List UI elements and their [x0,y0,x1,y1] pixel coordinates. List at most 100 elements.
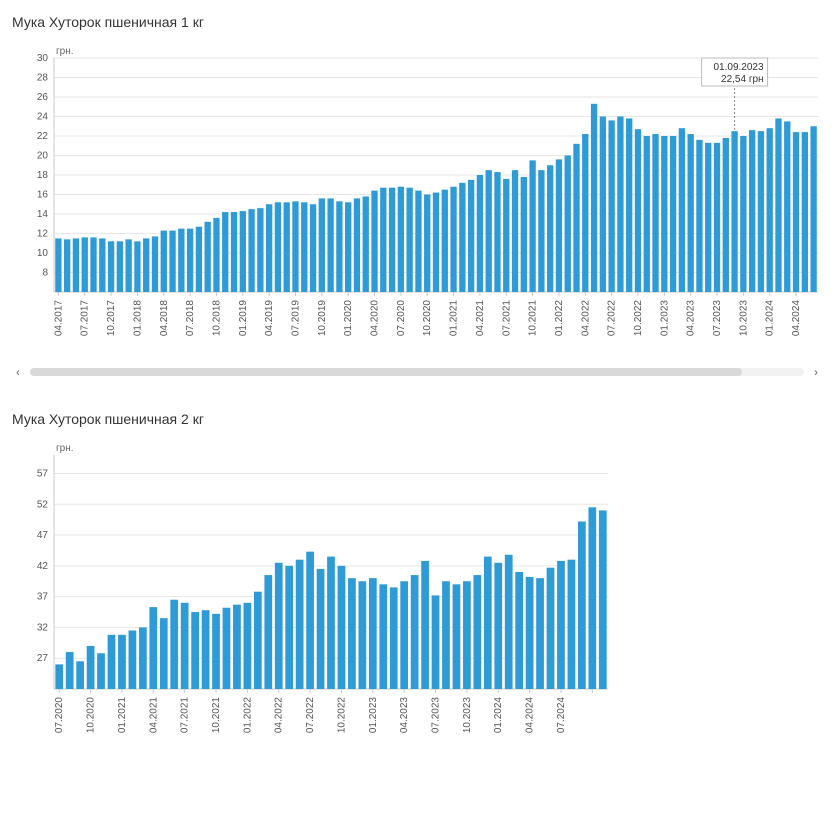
bar[interactable] [450,187,456,292]
bar[interactable] [515,572,523,689]
bar[interactable] [222,212,228,292]
bar[interactable] [758,131,764,292]
bar[interactable] [55,664,63,689]
bar[interactable] [557,561,565,689]
bar[interactable] [160,618,168,689]
bar[interactable] [327,557,335,689]
bar[interactable] [477,175,483,292]
bar[interactable] [484,557,492,689]
bar[interactable] [231,212,237,292]
scroll-right-icon[interactable]: › [810,365,822,379]
bar[interactable] [134,241,140,292]
bar[interactable] [538,170,544,292]
bar[interactable] [547,165,553,292]
bar[interactable] [363,196,369,292]
bar[interactable] [433,193,439,292]
horizontal-scrollbar[interactable]: ‹ › [12,364,822,380]
bar[interactable] [473,575,481,689]
bar[interactable] [284,202,290,292]
bar[interactable] [421,561,429,689]
bar[interactable] [390,587,398,689]
bar[interactable] [348,578,356,689]
bar[interactable] [108,635,116,689]
bar[interactable] [599,510,607,689]
bar[interactable] [380,188,386,292]
bar[interactable] [494,172,500,292]
bar[interactable] [652,134,658,292]
bar[interactable] [688,134,694,292]
bar[interactable] [129,631,137,690]
bar[interactable] [588,507,596,689]
bar[interactable] [285,566,293,689]
bar[interactable] [453,584,461,689]
bar[interactable] [149,607,157,689]
bar[interactable] [223,608,231,689]
bar[interactable] [319,198,325,292]
bar[interactable] [400,581,408,689]
bar[interactable] [468,180,474,292]
bar[interactable] [679,128,685,292]
bar[interactable] [257,208,263,292]
bar[interactable] [696,140,702,292]
bar[interactable] [254,592,262,689]
bar[interactable] [66,652,74,689]
bar[interactable] [802,132,808,292]
bar[interactable] [536,578,544,689]
scroll-left-icon[interactable]: ‹ [12,365,24,379]
bar[interactable] [600,117,606,293]
bar[interactable] [379,584,387,689]
bar[interactable] [306,552,314,689]
bar[interactable] [202,610,210,689]
bar[interactable] [244,603,252,689]
bar-chart[interactable]: грн.2732374247525707.202010.202001.20210… [12,437,612,757]
bar[interactable] [810,126,816,292]
bar[interactable] [463,581,471,689]
bar[interactable] [775,118,781,292]
bar[interactable] [336,201,342,292]
scroll-thumb[interactable] [30,368,742,376]
bar[interactable] [87,646,95,689]
bar[interactable] [486,170,492,292]
bar[interactable] [152,236,158,292]
bar[interactable] [205,222,211,292]
bar[interactable] [169,231,175,292]
bar[interactable] [424,195,430,293]
bar[interactable] [505,555,513,689]
bar[interactable] [608,120,614,292]
bar[interactable] [301,202,307,292]
bar[interactable] [494,563,502,689]
bar[interactable] [108,241,114,292]
bar[interactable] [82,237,88,292]
bar[interactable] [731,131,737,292]
bar[interactable] [191,612,199,689]
bar[interactable] [784,121,790,292]
bar[interactable] [275,563,283,689]
bar[interactable] [793,132,799,292]
bar[interactable] [97,653,105,689]
bar[interactable] [432,595,440,689]
bar[interactable] [556,159,562,292]
bar[interactable] [248,209,254,292]
bar[interactable] [573,144,579,292]
bar[interactable] [526,577,534,689]
bar[interactable] [459,183,465,292]
bar[interactable] [749,130,755,292]
bar[interactable] [442,581,450,689]
bar[interactable] [617,117,623,293]
bar[interactable] [240,211,246,292]
bar[interactable] [442,190,448,292]
bar[interactable] [369,578,377,689]
bar[interactable] [317,569,325,689]
bar[interactable] [161,231,167,292]
bar[interactable] [529,160,535,292]
bar[interactable] [292,201,298,292]
bar[interactable] [670,136,676,292]
bar[interactable] [264,575,272,689]
bar[interactable] [371,191,377,292]
bar[interactable] [354,198,360,292]
bar[interactable] [406,188,412,292]
bar[interactable] [196,227,202,292]
bar[interactable] [64,239,70,292]
bar[interactable] [723,138,729,292]
bar[interactable] [740,136,746,292]
